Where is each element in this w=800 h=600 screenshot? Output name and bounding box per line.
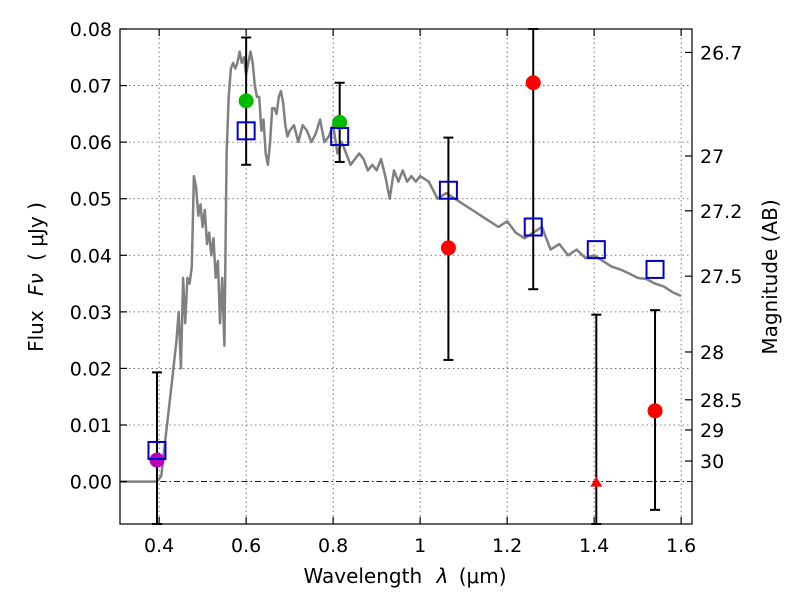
x-axis-label-symbol: λ — [436, 564, 449, 588]
model-photometry-box — [330, 126, 350, 146]
observed-point — [525, 75, 541, 91]
model-photometry-boxes — [147, 121, 665, 460]
x-tick-label: 0.8 — [318, 535, 348, 557]
y-tick-label: 0.01 — [70, 415, 112, 437]
y-tick-label: 0.00 — [70, 472, 112, 494]
y-tick-label: 0.06 — [70, 132, 112, 154]
model-spectrum-line — [120, 50, 682, 483]
observed-point — [647, 403, 663, 419]
model-photometry-box — [645, 259, 665, 279]
x-axis-label-unit: (μm) — [459, 564, 507, 588]
grid-lines — [120, 28, 692, 524]
y-tick-label: 0.08 — [70, 19, 112, 41]
y2-tick-label: 27 — [700, 146, 724, 168]
model-photometry-box — [147, 440, 167, 460]
x-axis-title: Wavelength λ (μm) — [303, 564, 506, 588]
model-photometry-box — [438, 180, 458, 200]
observed-point — [332, 114, 348, 130]
x-tick-label: 0.6 — [231, 535, 261, 557]
model-photometry-box — [586, 240, 606, 260]
x-tick-label: 1 — [414, 535, 426, 557]
y2-tick-label: 27.2 — [700, 201, 742, 223]
y2-tick-label: 26.7 — [700, 42, 742, 64]
model-photometry-box — [523, 217, 543, 237]
x-tick-label: 0.4 — [144, 535, 174, 557]
y2-axis-title: Magnitude (AB) — [758, 199, 782, 354]
y-axis-label-text: Flux — [24, 310, 48, 352]
y-axis-label-symbol: Fν — [24, 273, 48, 296]
y-tick-label: 0.04 — [70, 245, 112, 267]
y2-tick-label: 29 — [700, 420, 724, 442]
observed-point — [149, 452, 165, 468]
y-axis-label-unit: ( μJy ) — [24, 202, 48, 261]
observed-point — [238, 93, 254, 109]
y-axis-title: Flux Fν ( μJy ) — [24, 202, 48, 352]
x-tick-label: 1.2 — [492, 535, 522, 557]
x-tick-label: 1.4 — [579, 535, 609, 557]
observed-point-upper-limit — [590, 476, 603, 487]
y2-tick-label: 28 — [700, 342, 724, 364]
y-tick-label: 0.07 — [70, 76, 112, 98]
observed-points — [149, 75, 663, 487]
x-axis-label-text: Wavelength — [303, 564, 422, 588]
y2-tick-label: 30 — [700, 451, 724, 473]
y2-tick-label: 28.5 — [700, 390, 742, 412]
y-tick-label: 0.02 — [70, 358, 112, 380]
model-photometry-box — [236, 121, 256, 141]
observed-point — [440, 240, 456, 256]
plot-frame — [119, 28, 693, 525]
x-tick-label: 1.6 — [666, 535, 696, 557]
tick-labels: 0.4 0.6 0.8 1 1.2 1.4 1.6 0.00 0.01 0.02 0.03 0.04 0… — [70, 19, 743, 557]
y-tick-label: 0.05 — [70, 189, 112, 211]
axis-ticks — [120, 28, 692, 524]
y2-tick-label: 27.5 — [700, 266, 742, 288]
y-tick-label: 0.03 — [70, 302, 112, 324]
